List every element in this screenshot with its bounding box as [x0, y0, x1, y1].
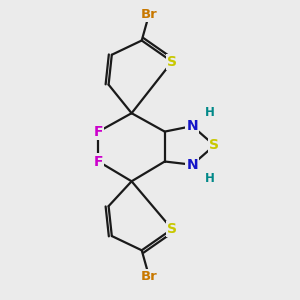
- Text: Br: Br: [141, 270, 158, 283]
- Text: N: N: [187, 119, 198, 133]
- Text: H: H: [205, 106, 215, 119]
- Text: N: N: [187, 158, 198, 172]
- Text: H: H: [205, 172, 215, 185]
- Text: S: S: [167, 55, 177, 69]
- Text: Br: Br: [141, 8, 158, 21]
- Text: S: S: [209, 138, 219, 152]
- Text: S: S: [167, 222, 177, 236]
- Text: F: F: [94, 124, 103, 139]
- Text: F: F: [94, 154, 103, 169]
